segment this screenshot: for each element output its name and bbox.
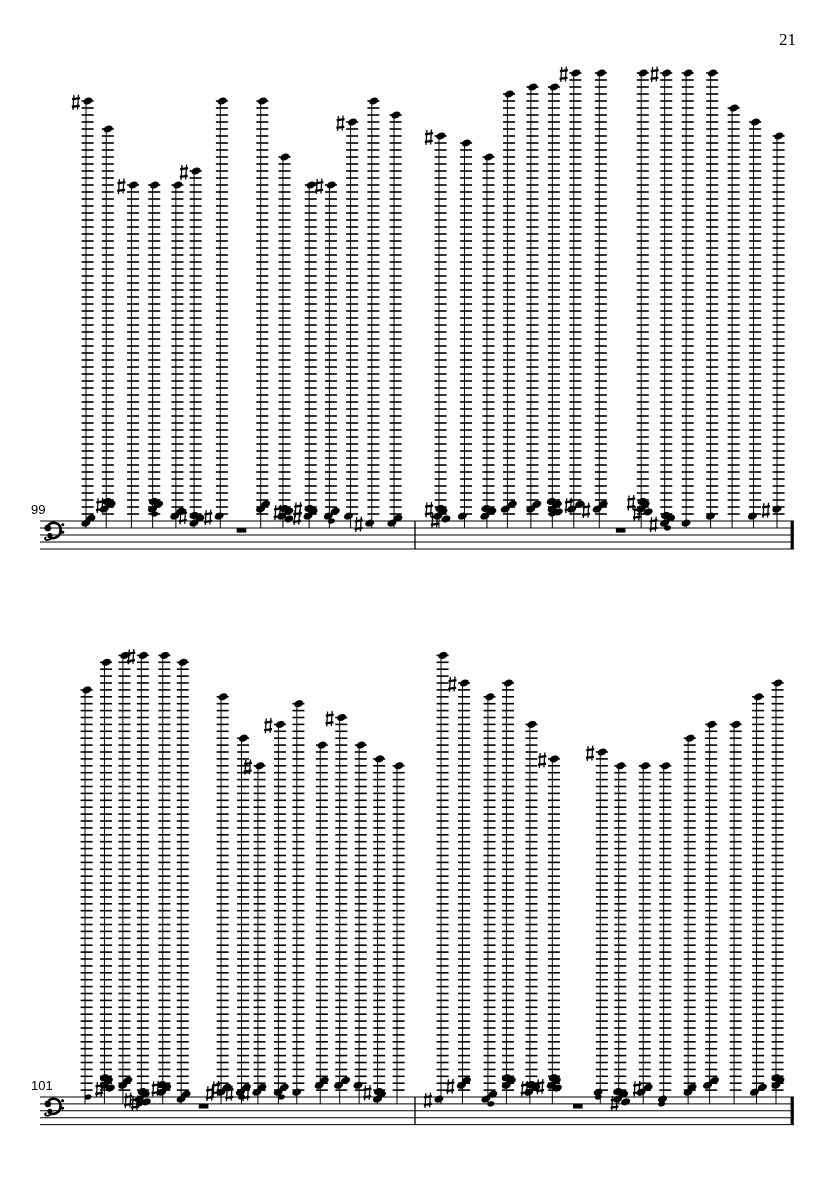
svg-text:101: 101 [31,1078,53,1093]
svg-text:99: 99 [31,502,45,517]
